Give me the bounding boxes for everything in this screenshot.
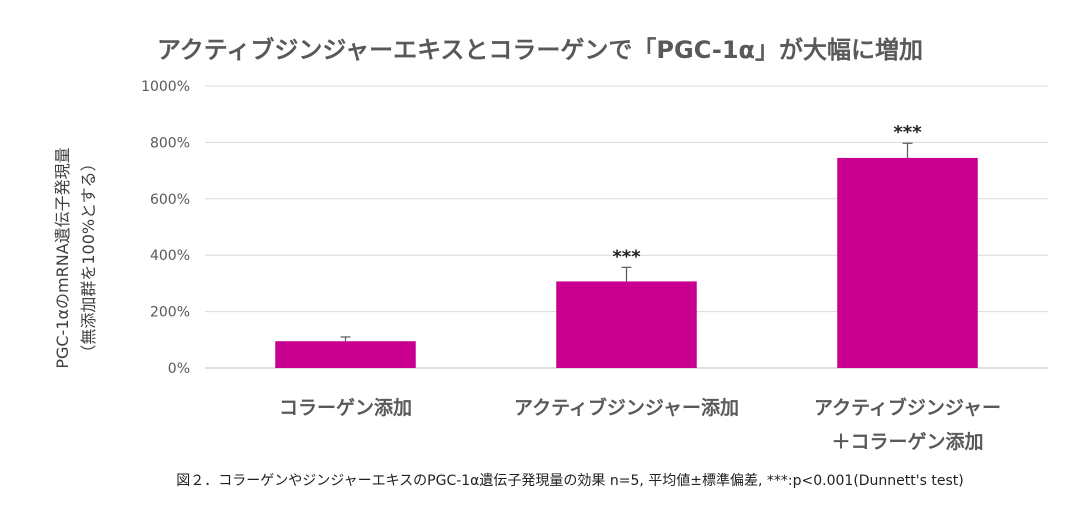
error-bars — [340, 142, 913, 342]
error-bar — [340, 336, 351, 342]
significance-label: *** — [612, 246, 641, 267]
y-axis-subtitle: （無添加群を100%とする） — [79, 155, 98, 360]
chart-title: アクティブジンジャーエキスとコラーゲンで「PGC-1α」が大幅に増加 — [157, 36, 923, 64]
y-axis-title: PGC-1αのmRNA遺伝子発現量 — [53, 147, 72, 368]
bar — [556, 281, 697, 368]
significance-marks: *** *** — [612, 122, 922, 267]
y-tick-label: 1000% — [141, 79, 190, 95]
category-label: アクティブジンジャー＋コラーゲン添加 — [814, 396, 1001, 453]
significance-label: *** — [893, 122, 922, 143]
error-bar — [621, 266, 632, 282]
category-label: コラーゲン添加 — [279, 396, 412, 419]
y-tick-label: 0% — [168, 361, 190, 377]
bar — [837, 157, 978, 368]
error-bar — [902, 142, 913, 158]
category-label: アクティブジンジャー添加 — [514, 396, 739, 419]
y-tick-label: 800% — [150, 135, 190, 151]
y-tick-label: 200% — [150, 305, 190, 321]
figure-caption: 図２．コラーゲンやジンジャーエキスのPGC-1α遺伝子発現量の効果 n=5, 平… — [176, 473, 963, 489]
y-axis-ticks: 0% 200% 400% 600% 800% 1000% — [141, 79, 190, 377]
bar — [275, 341, 416, 368]
y-tick-label: 400% — [150, 248, 190, 264]
y-axis-sublabel: （無添加群を100%とする） — [79, 155, 98, 360]
y-axis-label: PGC-1αのmRNA遺伝子発現量 — [53, 147, 72, 368]
bars — [275, 157, 978, 368]
x-axis-categories: コラーゲン添加 アクティブジンジャー添加 アクティブジンジャー＋コラーゲン添加 — [279, 396, 1001, 453]
y-tick-label: 600% — [150, 192, 190, 208]
